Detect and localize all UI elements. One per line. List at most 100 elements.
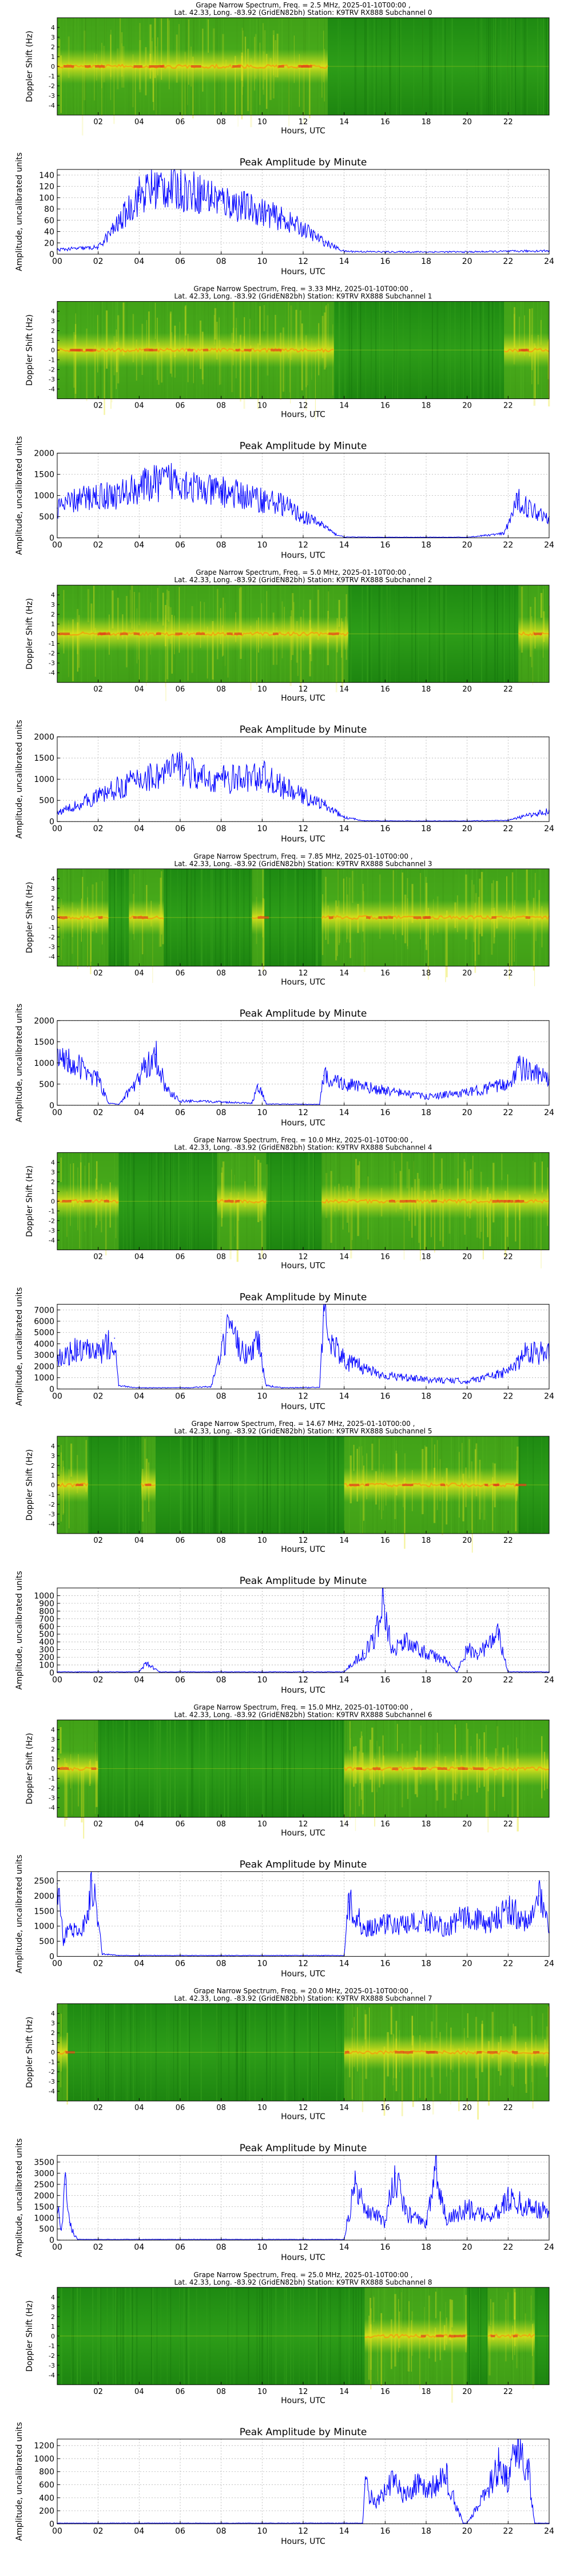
amplitude-point — [405, 1641, 407, 1643]
signal-smear — [456, 895, 458, 933]
amplitude-point — [220, 200, 222, 202]
spectrogram-subtitle: Lat. 42.33, Long. -83.92 (GridEN82bh) St… — [174, 576, 432, 584]
x-tick-label: 06 — [176, 1253, 185, 1261]
signal-smear — [527, 900, 529, 926]
amplitude-point — [415, 2484, 416, 2486]
x-tick-label: 06 — [176, 2104, 185, 2112]
x-tick-label: 04 — [134, 2243, 144, 2252]
signal-smear — [273, 35, 275, 76]
signal-smear — [517, 1447, 519, 1481]
signal-smear — [256, 620, 257, 685]
signal-smear — [61, 1445, 62, 1471]
y-tick-label: 2 — [51, 44, 55, 51]
x-tick-label: 06 — [175, 1676, 185, 1685]
y-tick-label: -1 — [49, 1491, 55, 1499]
signal-smear — [370, 2308, 372, 2370]
signal-smear — [407, 898, 408, 950]
y-tick-label: 3 — [51, 1736, 55, 1744]
signal-smear — [330, 1171, 332, 1243]
y-tick-label: 3 — [51, 601, 55, 609]
signal-smear — [281, 601, 283, 658]
x-tick-label: 10 — [257, 257, 267, 266]
signal-smear — [452, 1761, 454, 1800]
signal-smear — [403, 1200, 405, 1260]
signal-smear — [517, 1759, 519, 1832]
signal-smear — [290, 305, 292, 361]
y-tick-label: 0 — [49, 1101, 54, 1111]
signal-smear — [357, 1165, 359, 1236]
x-tick-label: 02 — [93, 1392, 104, 1401]
signal-smear — [299, 54, 300, 107]
signal-smear — [138, 629, 140, 683]
amplitude-point — [446, 1929, 447, 1930]
signal-smear — [419, 2035, 421, 2098]
signal-smear — [64, 1758, 66, 1827]
y-tick-label: 3 — [51, 34, 55, 41]
signal-smear — [325, 306, 327, 368]
x-tick-label: 02 — [93, 1820, 103, 1829]
x-tick-label: 18 — [422, 1253, 431, 1261]
x-tick-label: 02 — [93, 118, 103, 127]
signal-smear — [167, 18, 169, 68]
x-tick-label: 16 — [380, 969, 390, 978]
signal-smear — [531, 616, 533, 667]
amplitude-point — [77, 499, 78, 500]
signal-smear — [534, 346, 536, 400]
x-tick-label: 14 — [339, 969, 349, 978]
spectrogram-panel: Grape Narrow Spectrum, Freq. = 2.5 MHz, … — [25, 1, 550, 136]
signal-smear — [148, 311, 150, 349]
signal-smear — [471, 1461, 473, 1530]
signal-smear — [101, 1183, 102, 1232]
x-tick-label: 02 — [93, 402, 103, 410]
signal-smear — [467, 1729, 468, 1796]
signal-smear — [293, 602, 295, 631]
amplitude-panel: Peak Amplitude by Minute 00 02 04 06 08 10 12 14… — [15, 2138, 554, 2262]
y-tick-label: 60 — [44, 216, 54, 226]
signal-smear — [392, 2033, 394, 2085]
y-axis-label: Amplitude, uncalibrated units — [15, 1003, 24, 1123]
signal-smear — [492, 1477, 494, 1531]
signal-smear — [325, 876, 327, 940]
y-tick-label: 2 — [51, 327, 55, 335]
signal-smear — [496, 880, 498, 929]
x-tick-label: 02 — [93, 2527, 104, 2536]
amplitude-point — [395, 2478, 396, 2479]
signal-smear — [349, 917, 351, 958]
signal-smear — [63, 590, 65, 654]
signal-smear — [121, 32, 123, 77]
y-tick-label: 1 — [51, 2039, 55, 2046]
x-tick-label: 22 — [503, 1959, 513, 1969]
y-axis-label: Doppler Shift (Hz) — [25, 31, 34, 102]
signal-smear — [110, 34, 112, 100]
x-tick-label: 06 — [176, 969, 185, 978]
signal-smear — [73, 1163, 74, 1207]
signal-smear — [161, 347, 163, 383]
signal-smear — [170, 607, 172, 644]
amplitude-point — [77, 2239, 78, 2240]
signal-smear — [193, 347, 194, 384]
signal-smear — [394, 1161, 395, 1199]
signal-smear — [289, 349, 291, 393]
amplitude-point — [364, 2206, 366, 2207]
signal-smear — [448, 1189, 451, 1234]
signal-smear — [411, 2311, 413, 2356]
signal-smear — [530, 607, 531, 657]
signal-smear — [368, 2316, 370, 2380]
y-tick-label: 1000 — [34, 1059, 54, 1068]
x-tick-label: 20 — [462, 1959, 472, 1969]
signal-smear — [239, 588, 240, 632]
signal-smear — [362, 2045, 364, 2112]
x-tick-label: 06 — [175, 1959, 185, 1969]
amplitude-point — [497, 1633, 499, 1635]
signal-smear — [439, 1459, 441, 1502]
x-tick-label: 12 — [299, 685, 308, 694]
y-tick-label: 80 — [44, 205, 54, 214]
signal-smear — [435, 2291, 436, 2318]
signal-smear — [509, 913, 511, 941]
carrier-trace — [321, 915, 550, 920]
y-tick-label: 2 — [51, 611, 55, 618]
signal-smear — [475, 2017, 477, 2079]
signal-smear — [374, 1759, 376, 1827]
x-tick-label: 22 — [503, 2104, 513, 2112]
signal-smear — [166, 589, 168, 620]
